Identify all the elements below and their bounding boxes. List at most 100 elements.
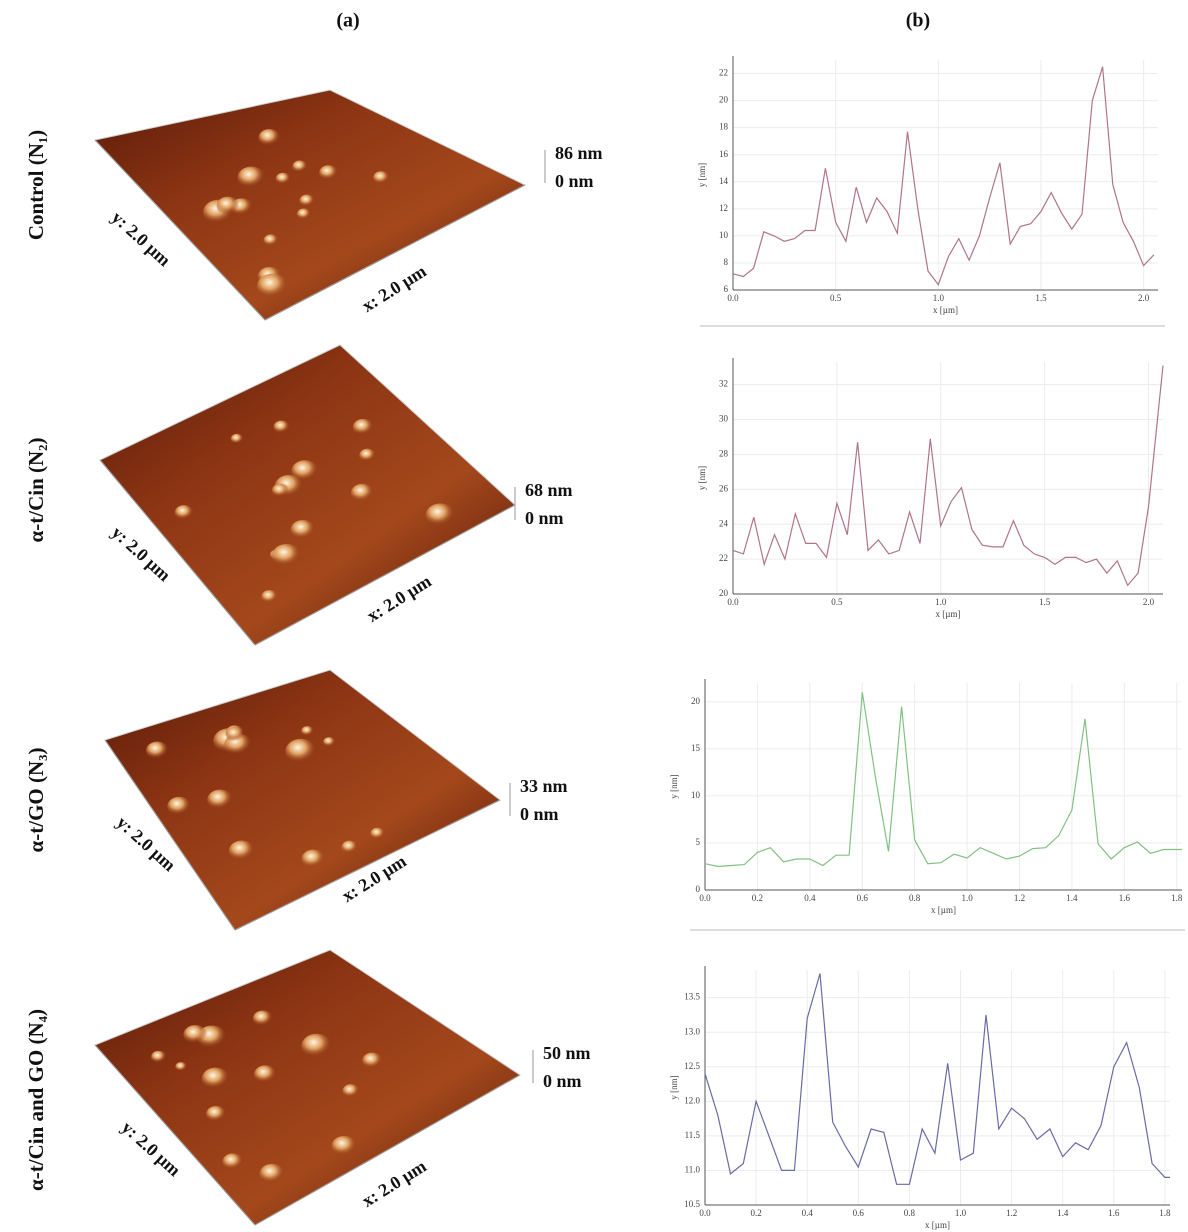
afm-feature bbox=[207, 789, 234, 811]
x-tick-label: 1.5 bbox=[1035, 293, 1047, 303]
afm-feature bbox=[342, 1084, 360, 1098]
x-tick-label: 2.0 bbox=[1143, 597, 1155, 607]
z-min-label: 0 nm bbox=[525, 508, 564, 528]
x-tick-label: 0.0 bbox=[699, 1208, 711, 1218]
afm-feature bbox=[359, 448, 376, 463]
afm-feature bbox=[183, 1025, 208, 1045]
y-tick-label: 28 bbox=[719, 449, 729, 459]
afm-feature bbox=[271, 543, 302, 568]
row-label: α-t/Cin (N₂) bbox=[24, 438, 48, 543]
afm-feature bbox=[237, 166, 266, 189]
y-axis-title: y [nm] bbox=[697, 466, 707, 490]
afm-feature bbox=[174, 505, 194, 521]
y-tick-label: 26 bbox=[719, 483, 729, 493]
x-size-label: x: 2.0 µm bbox=[358, 261, 430, 316]
y-tick-label: 32 bbox=[719, 379, 728, 389]
x-tick-label: 0.8 bbox=[904, 1208, 916, 1218]
x-tick-label: 0.6 bbox=[857, 893, 869, 903]
y-tick-label: 18 bbox=[719, 122, 729, 132]
x-tick-label: 1.4 bbox=[1066, 893, 1078, 903]
y-tick-label: 16 bbox=[719, 149, 729, 159]
x-axis-title: x [µm] bbox=[936, 609, 961, 619]
afm-edge bbox=[234, 799, 501, 931]
afm-surface bbox=[104, 669, 501, 931]
afm-feature bbox=[275, 172, 291, 185]
y-axis-title: y [nm] bbox=[669, 1075, 679, 1099]
x-tick-label: 1.0 bbox=[955, 1208, 967, 1218]
afm-feature bbox=[323, 737, 336, 748]
afm-edge bbox=[254, 504, 516, 646]
y-tick-label: 10 bbox=[691, 790, 701, 800]
afm-feature bbox=[254, 1065, 277, 1084]
x-size-label: x: 2.0 µm bbox=[358, 1156, 430, 1211]
afm-feature bbox=[299, 194, 315, 207]
afm-feature bbox=[222, 1153, 244, 1171]
x-tick-label: 1.6 bbox=[1108, 1208, 1120, 1218]
afm-feature bbox=[273, 420, 290, 434]
y-tick-label: 10.5 bbox=[684, 1199, 700, 1209]
y-tick-label: 0 bbox=[696, 884, 701, 894]
x-tick-label: 0.4 bbox=[804, 893, 816, 903]
afm-feature bbox=[352, 418, 374, 436]
row-label: Control (N₁) bbox=[24, 130, 48, 240]
panel-label: (b) bbox=[906, 10, 930, 32]
afm-feature bbox=[261, 590, 279, 604]
x-tick-label: 0.6 bbox=[853, 1208, 865, 1218]
x-tick-label: 1.2 bbox=[1006, 1208, 1017, 1218]
afm-feature bbox=[425, 503, 455, 527]
afm-feature bbox=[230, 433, 244, 445]
x-tick-label: 1.0 bbox=[935, 597, 947, 607]
y-tick-label: 6 bbox=[724, 284, 729, 294]
z-max-label: 33 nm bbox=[520, 776, 568, 796]
y-tick-label: 11.5 bbox=[685, 1130, 701, 1140]
y-tick-label: 12.5 bbox=[684, 1061, 700, 1071]
x-tick-label: 2.0 bbox=[1138, 293, 1150, 303]
y-tick-label: 14 bbox=[719, 176, 729, 186]
afm-feature bbox=[228, 840, 255, 862]
afm-edge bbox=[94, 139, 266, 321]
x-tick-label: 1.5 bbox=[1039, 597, 1051, 607]
afm-feature bbox=[167, 796, 192, 816]
x-tick-label: 0.0 bbox=[699, 893, 711, 903]
x-tick-label: 0.0 bbox=[727, 597, 739, 607]
afm-feature bbox=[201, 1067, 230, 1090]
afm-edge bbox=[99, 459, 256, 646]
y-tick-label: 15 bbox=[691, 743, 701, 753]
y-tick-label: 22 bbox=[719, 553, 728, 563]
x-tick-label: 0.5 bbox=[831, 597, 843, 607]
afm-feature bbox=[362, 1052, 383, 1069]
afm-surface bbox=[99, 344, 516, 646]
row-label: α-t/GO (N₃) bbox=[24, 748, 48, 853]
x-tick-label: 0.5 bbox=[830, 293, 842, 303]
y-axis-title: y [nm] bbox=[669, 774, 679, 798]
x-axis-title: x [µm] bbox=[931, 905, 956, 915]
x-tick-label: 0.2 bbox=[750, 1208, 761, 1218]
y-tick-label: 20 bbox=[719, 95, 729, 105]
afm-feature bbox=[259, 1163, 285, 1184]
profile-line bbox=[704, 692, 1182, 868]
x-tick-label: 0.4 bbox=[802, 1208, 814, 1218]
afm-feature bbox=[292, 160, 308, 173]
y-tick-label: 13.5 bbox=[684, 992, 700, 1002]
afm-feature bbox=[263, 234, 279, 247]
x-tick-label: 1.6 bbox=[1119, 893, 1131, 903]
x-axis-title: x [µm] bbox=[925, 1220, 950, 1230]
afm-feature bbox=[331, 1135, 358, 1157]
x-tick-label: 1.4 bbox=[1057, 1208, 1069, 1218]
afm-surface bbox=[94, 949, 521, 1226]
x-axis-title: x [µm] bbox=[933, 305, 958, 315]
x-tick-label: 1.8 bbox=[1159, 1208, 1171, 1218]
y-tick-label: 30 bbox=[719, 414, 729, 424]
afm-feature bbox=[301, 726, 314, 737]
profile-line bbox=[732, 365, 1164, 587]
y-tick-label: 12.0 bbox=[684, 1095, 700, 1105]
afm-feature bbox=[206, 1105, 227, 1123]
y-tick-label: 12 bbox=[719, 203, 728, 213]
z-max-label: 86 nm bbox=[555, 143, 603, 163]
y-size-label: y: 2.0 µm bbox=[108, 207, 175, 270]
afm-feature bbox=[146, 741, 169, 760]
afm-feature bbox=[175, 1062, 188, 1072]
x-tick-label: 1.8 bbox=[1171, 893, 1183, 903]
profile-line bbox=[704, 973, 1170, 1185]
afm-feature bbox=[256, 273, 289, 299]
